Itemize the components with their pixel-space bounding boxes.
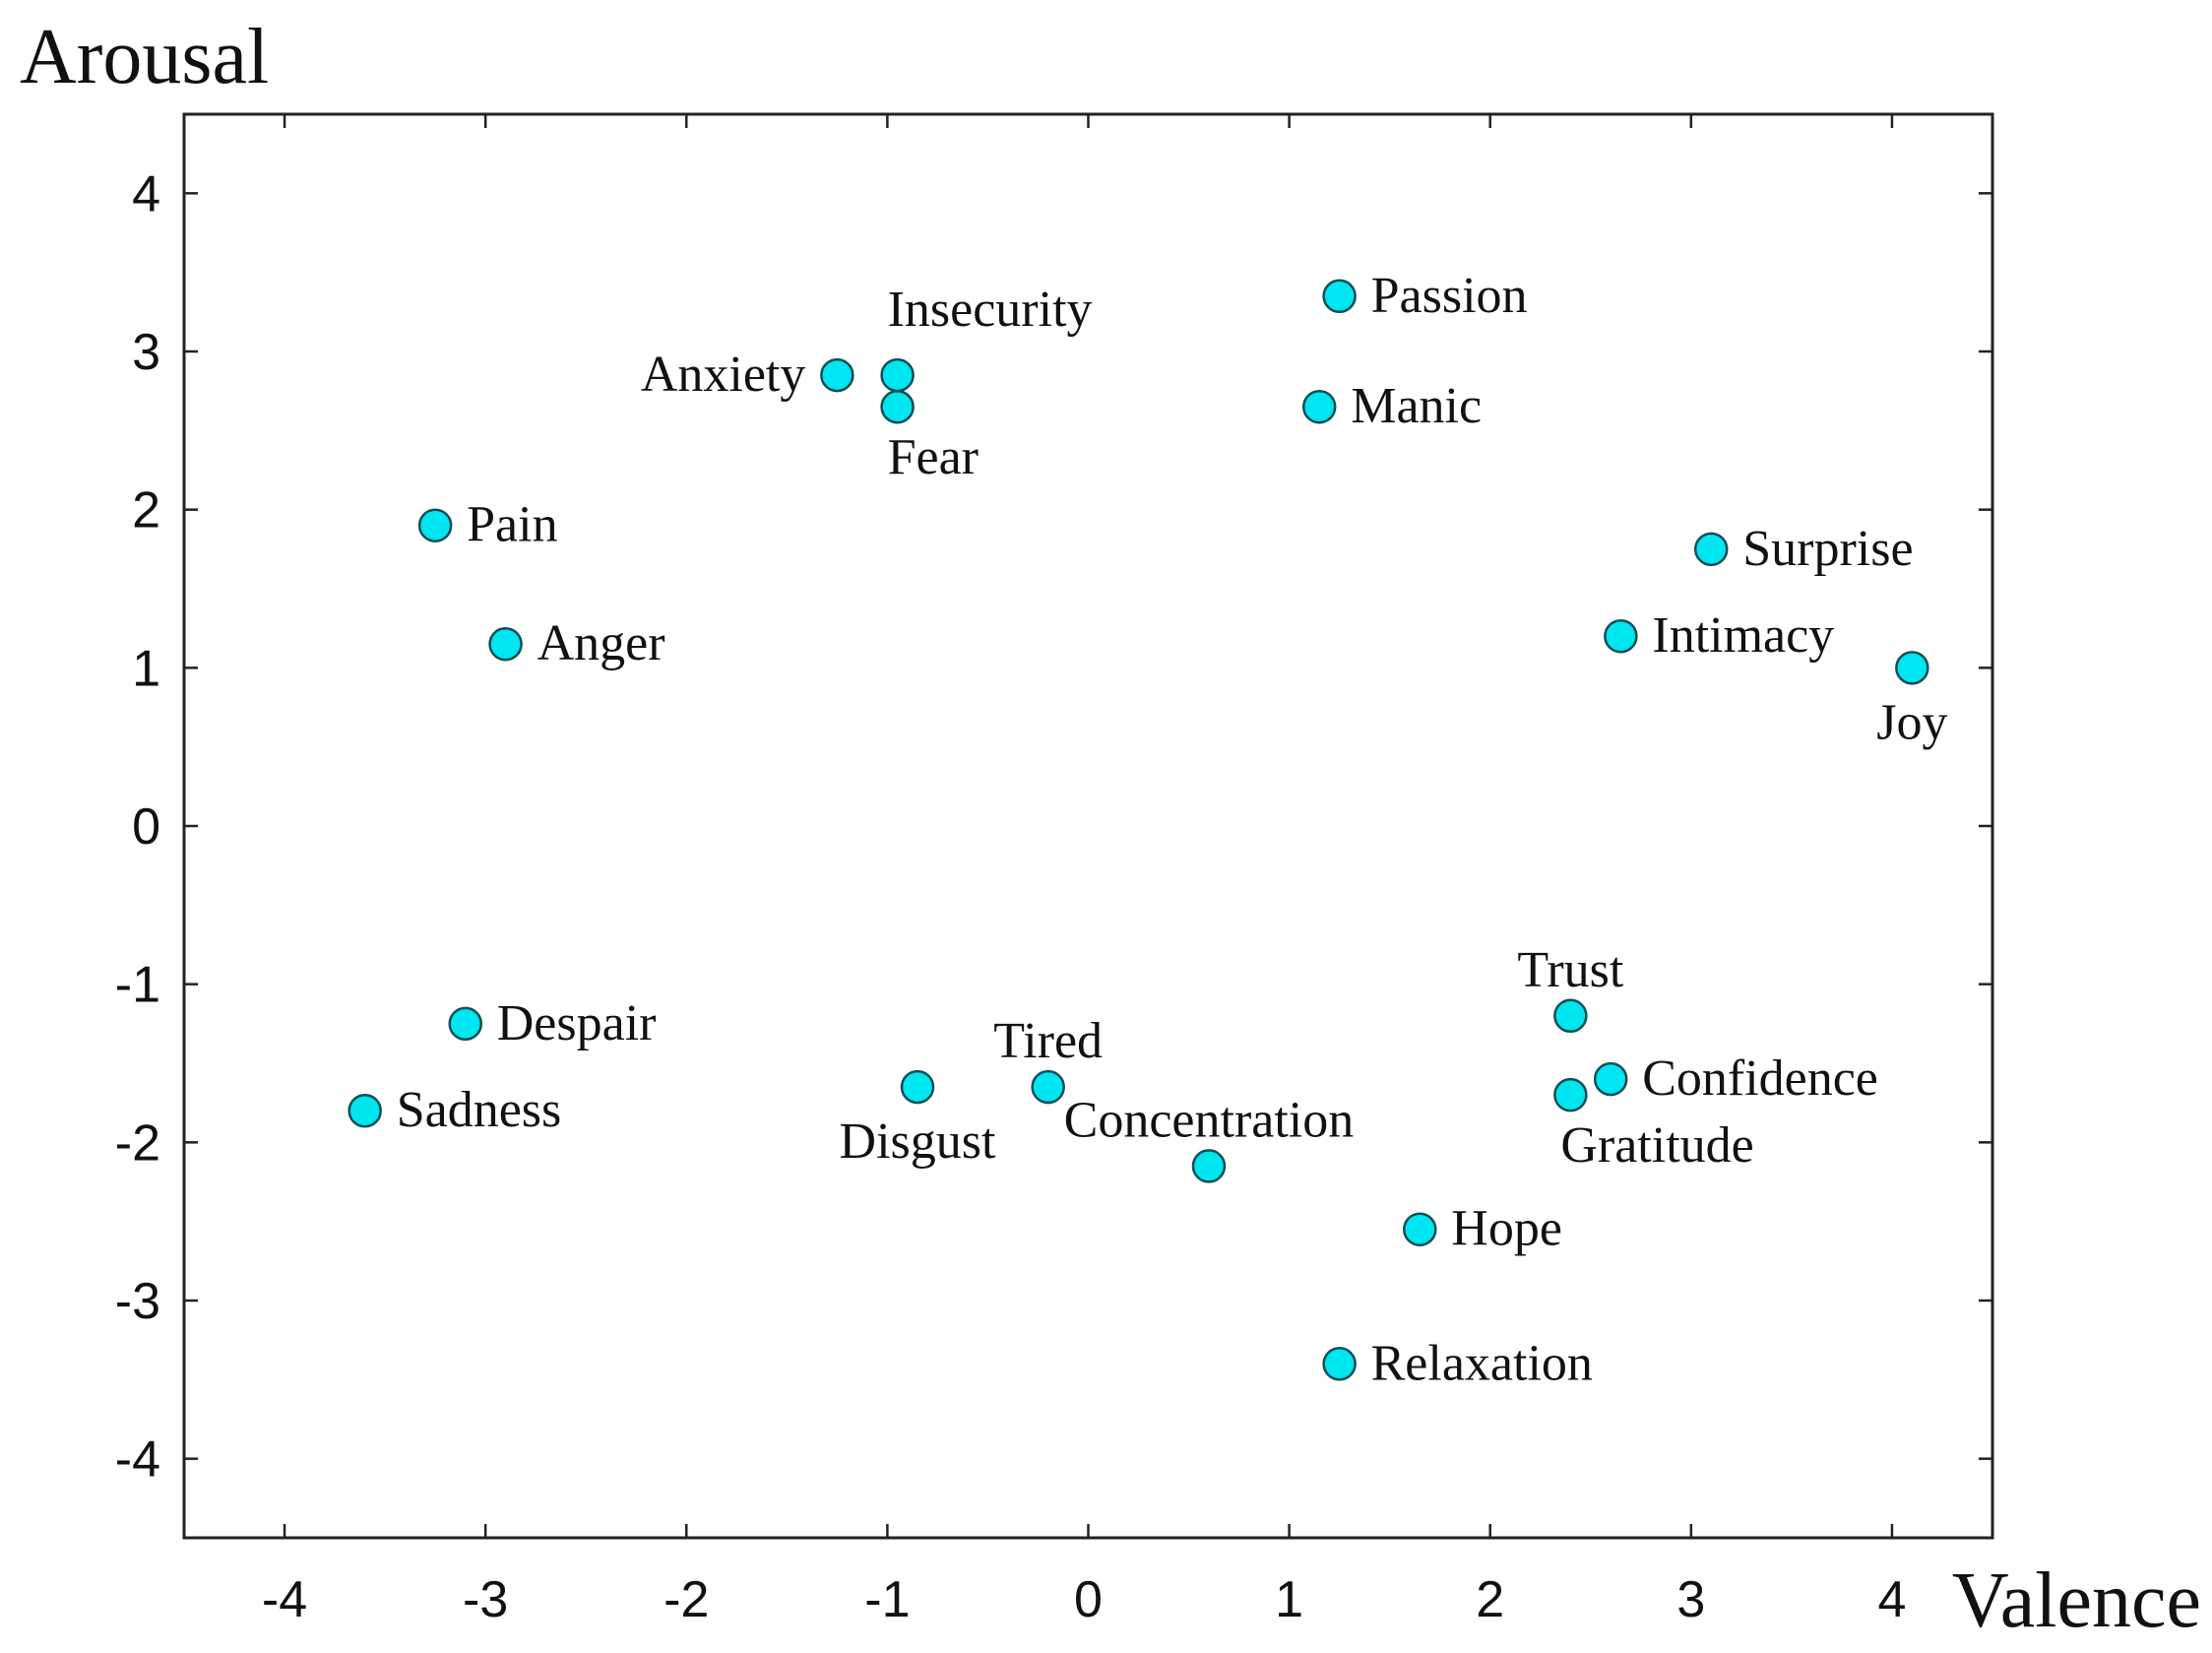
x-tick-label: 2 — [1476, 1571, 1504, 1628]
y-tick-label: 0 — [132, 798, 160, 856]
point-label-insecurity: Insecurity — [888, 282, 1093, 338]
data-point-concentration — [1191, 1149, 1227, 1183]
data-point-passion — [1322, 279, 1357, 314]
y-tick-label: 1 — [132, 640, 160, 697]
data-point-confidence — [1593, 1061, 1628, 1097]
y-axis-title: Arousal — [20, 14, 269, 100]
point-label-tired: Tired — [993, 1013, 1103, 1069]
point-label-gratitude: Gratitude — [1560, 1117, 1753, 1174]
data-point-insecurity — [880, 357, 915, 393]
data-point-sadness — [348, 1093, 382, 1128]
y-tick-label: 3 — [132, 324, 160, 381]
data-point-fear — [880, 389, 915, 424]
y-tick-label: 2 — [132, 482, 160, 540]
tick-labels: -4 -3 -2 -1 0 1 2 3 4 -4 -3 -2 -1 0 1 2 3 4 — [115, 165, 1907, 1628]
tick-marks — [184, 114, 1992, 1538]
point-label-disgust: Disgust — [840, 1113, 996, 1170]
y-tick-label: -3 — [115, 1273, 160, 1330]
x-tick-label: -4 — [262, 1571, 307, 1628]
x-tick-label: 0 — [1074, 1571, 1103, 1628]
point-label-trust: Trust — [1517, 942, 1623, 998]
data-point-tired — [1031, 1069, 1065, 1105]
data-point-pain — [417, 508, 453, 542]
y-tick-label: 4 — [132, 165, 160, 223]
data-point-trust — [1553, 998, 1588, 1034]
data-point-despair — [448, 1006, 483, 1042]
data-point-joy — [1895, 651, 1929, 685]
point-label-hope: Hope — [1451, 1201, 1562, 1257]
point-label-fear: Fear — [888, 429, 979, 485]
point-label-sadness: Sadness — [397, 1082, 562, 1138]
y-tick-label: -1 — [115, 957, 160, 1014]
point-label-anger: Anger — [537, 615, 665, 671]
x-tick-label: -1 — [864, 1571, 910, 1628]
y-tick-label: -4 — [115, 1431, 160, 1489]
x-tick-label: -2 — [664, 1571, 709, 1628]
data-point-relaxation — [1322, 1347, 1357, 1381]
data-point-manic — [1301, 389, 1337, 424]
data-point-intimacy — [1604, 618, 1638, 654]
point-label-relaxation: Relaxation — [1371, 1335, 1593, 1391]
data-point-surprise — [1693, 532, 1729, 567]
point-label-manic: Manic — [1351, 378, 1482, 434]
point-label-confidence: Confidence — [1642, 1050, 1878, 1107]
data-points — [348, 279, 1929, 1381]
x-tick-label: 4 — [1877, 1571, 1906, 1628]
x-tick-label: 3 — [1676, 1571, 1705, 1628]
y-tick-label: -2 — [115, 1114, 160, 1172]
point-label-passion: Passion — [1371, 268, 1528, 324]
point-labels: Passion Insecurity Anxiety Fear Manic Pain Sur… — [397, 268, 1948, 1392]
data-point-gratitude — [1553, 1077, 1588, 1113]
point-label-despair: Despair — [497, 995, 657, 1051]
point-label-pain: Pain — [467, 497, 557, 553]
point-label-anxiety: Anxiety — [641, 347, 806, 403]
data-point-anxiety — [820, 357, 854, 393]
x-tick-label: 1 — [1275, 1571, 1303, 1628]
data-point-anger — [488, 626, 523, 662]
x-axis-title: Valence — [1952, 1558, 2201, 1644]
point-label-surprise: Surprise — [1742, 521, 1913, 577]
point-label-concentration: Concentration — [1064, 1092, 1355, 1148]
point-label-intimacy: Intimacy — [1652, 607, 1834, 664]
point-label-joy: Joy — [1876, 694, 1947, 750]
x-tick-label: -3 — [463, 1571, 508, 1628]
data-point-disgust — [900, 1069, 935, 1105]
data-point-hope — [1403, 1212, 1437, 1246]
